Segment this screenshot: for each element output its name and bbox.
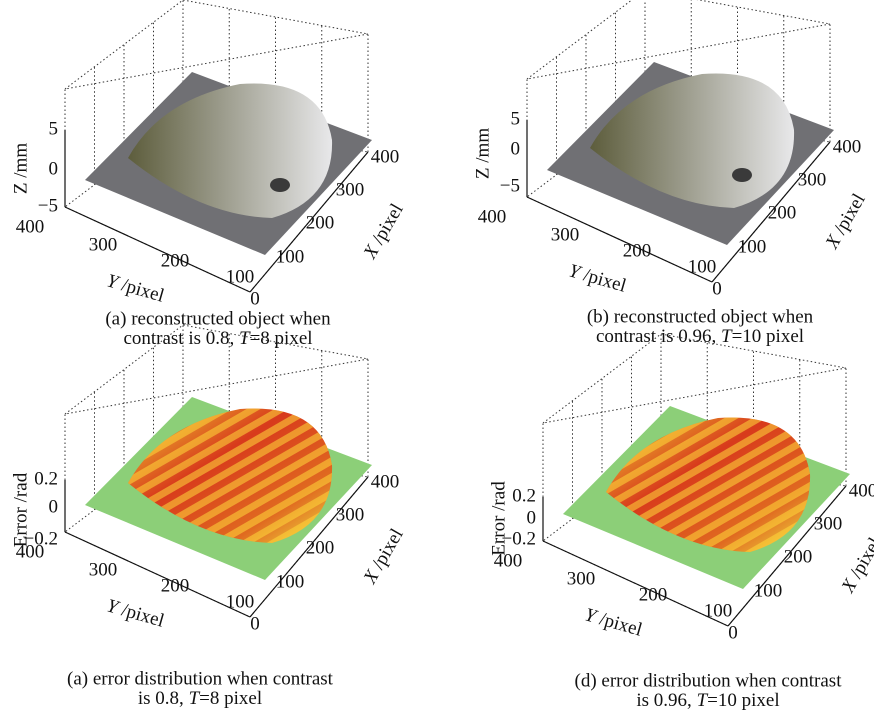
x-tick-label: 200: [784, 546, 813, 567]
x-axis-label: X /pixel: [822, 190, 871, 253]
y-tick-label: 0: [250, 613, 260, 634]
y-axis-label: Y /pixel: [104, 271, 166, 307]
x-axis-label: X /pixel: [360, 200, 409, 263]
caption-text: =10 pixel: [707, 690, 779, 711]
z-tick-label: −5: [500, 175, 520, 196]
y-tick-label: 0: [250, 288, 260, 309]
z-tick-label: 0: [49, 496, 59, 517]
y-tick-label: 300: [89, 559, 118, 580]
z-tick-label: 0.2: [34, 468, 58, 489]
y-tick-label: 200: [161, 575, 190, 596]
caption-text: is 0.96,: [636, 690, 696, 711]
surface-notch: [270, 178, 290, 192]
y-tick-label: 400: [16, 541, 45, 562]
z-axis-label: Z /mm: [10, 143, 31, 194]
x-tick-label: 100: [738, 236, 767, 257]
caption-line: (b) reconstructed object when: [587, 306, 814, 327]
y-tick-label: 100: [226, 591, 255, 612]
caption-text: contrast is 0.8,: [123, 328, 239, 349]
y-tick-label: 100: [704, 600, 733, 621]
x-tick-label: 300: [814, 513, 843, 534]
z-tick-label: 5: [49, 118, 59, 139]
caption-line: (a) error distribution when contrast: [67, 668, 334, 689]
x-tick-label: 200: [768, 202, 797, 223]
x-tick-label: 300: [336, 504, 365, 525]
z-tick-label: 0: [49, 158, 59, 179]
caption-text: contrast is 0.96,: [596, 326, 721, 347]
y-tick-label: 300: [89, 234, 118, 255]
y-axis-label: Y /pixel: [566, 261, 628, 297]
y-tick-label: 200: [161, 250, 190, 271]
y-tick-label: 300: [551, 224, 580, 245]
x-tick-label: 400: [849, 480, 874, 501]
z-tick-label: 5: [511, 108, 521, 129]
y-axis-label: Y /pixel: [104, 596, 166, 632]
x-tick-label: 300: [336, 179, 365, 200]
y-tick-label: 200: [639, 584, 668, 605]
caption-line: is 0.96, T=10 pixel: [636, 690, 779, 711]
y-axis-unit: /pixel: [114, 274, 166, 307]
y-axis-label: Y /pixel: [582, 605, 644, 641]
x-tick-label: 400: [371, 146, 400, 167]
x-axis-unit: /pixel: [366, 525, 408, 577]
x-axis-label: X /pixel: [360, 525, 409, 588]
y-tick-label: 200: [623, 240, 652, 261]
x-tick-label: 100: [276, 246, 305, 267]
y-tick-label: 400: [478, 206, 507, 227]
caption-line: (a) reconstructed object when: [105, 308, 331, 329]
y-tick-label: 400: [16, 216, 45, 237]
caption-line: contrast is 0.96, T=10 pixel: [596, 326, 804, 347]
x-tick-label: 200: [306, 212, 335, 233]
z-tick-label: −0.2: [502, 528, 536, 549]
y-tick-label: 300: [567, 568, 596, 589]
x-axis-unit: /pixel: [828, 190, 870, 242]
caption-text: =10 pixel: [732, 326, 804, 347]
y-tick-label: 0: [728, 622, 738, 643]
x-tick-label: 300: [798, 169, 827, 190]
y-axis-unit: /pixel: [114, 599, 166, 632]
x-axis-label: X /pixel: [838, 534, 874, 597]
z-tick-label: 0.2: [512, 485, 536, 506]
caption-line: contrast is 0.8, T=8 pixel: [123, 328, 312, 349]
x-tick-label: 200: [306, 537, 335, 558]
x-axis-unit: /pixel: [366, 200, 408, 252]
box-top: [527, 0, 830, 79]
caption-line: is 0.8, T=8 pixel: [138, 688, 262, 709]
y-tick-label: 0: [712, 278, 722, 299]
x-axis-unit: /pixel: [844, 534, 874, 586]
box-top: [65, 0, 368, 89]
surface-notch: [732, 168, 752, 182]
caption-text: =8 pixel: [199, 688, 262, 709]
figure: Z /mm50−54003002001000100200300400Y /pix…: [0, 0, 874, 712]
x-tick-label: 400: [371, 471, 400, 492]
caption-line: (d) error distribution when contrast: [575, 670, 843, 691]
y-tick-label: 400: [494, 550, 523, 571]
y-tick-label: 100: [226, 266, 255, 287]
caption-text: is 0.8,: [138, 688, 189, 709]
z-tick-label: 0: [527, 507, 537, 528]
y-axis-unit: /pixel: [576, 264, 628, 297]
x-tick-label: 100: [276, 571, 305, 592]
z-tick-label: −5: [38, 195, 58, 216]
x-tick-label: 400: [833, 136, 862, 157]
y-axis-unit: /pixel: [592, 608, 644, 641]
z-tick-label: 0: [511, 138, 521, 159]
y-tick-label: 100: [688, 256, 717, 277]
x-tick-label: 100: [754, 580, 783, 601]
z-axis-label: Z /mm: [472, 128, 493, 179]
